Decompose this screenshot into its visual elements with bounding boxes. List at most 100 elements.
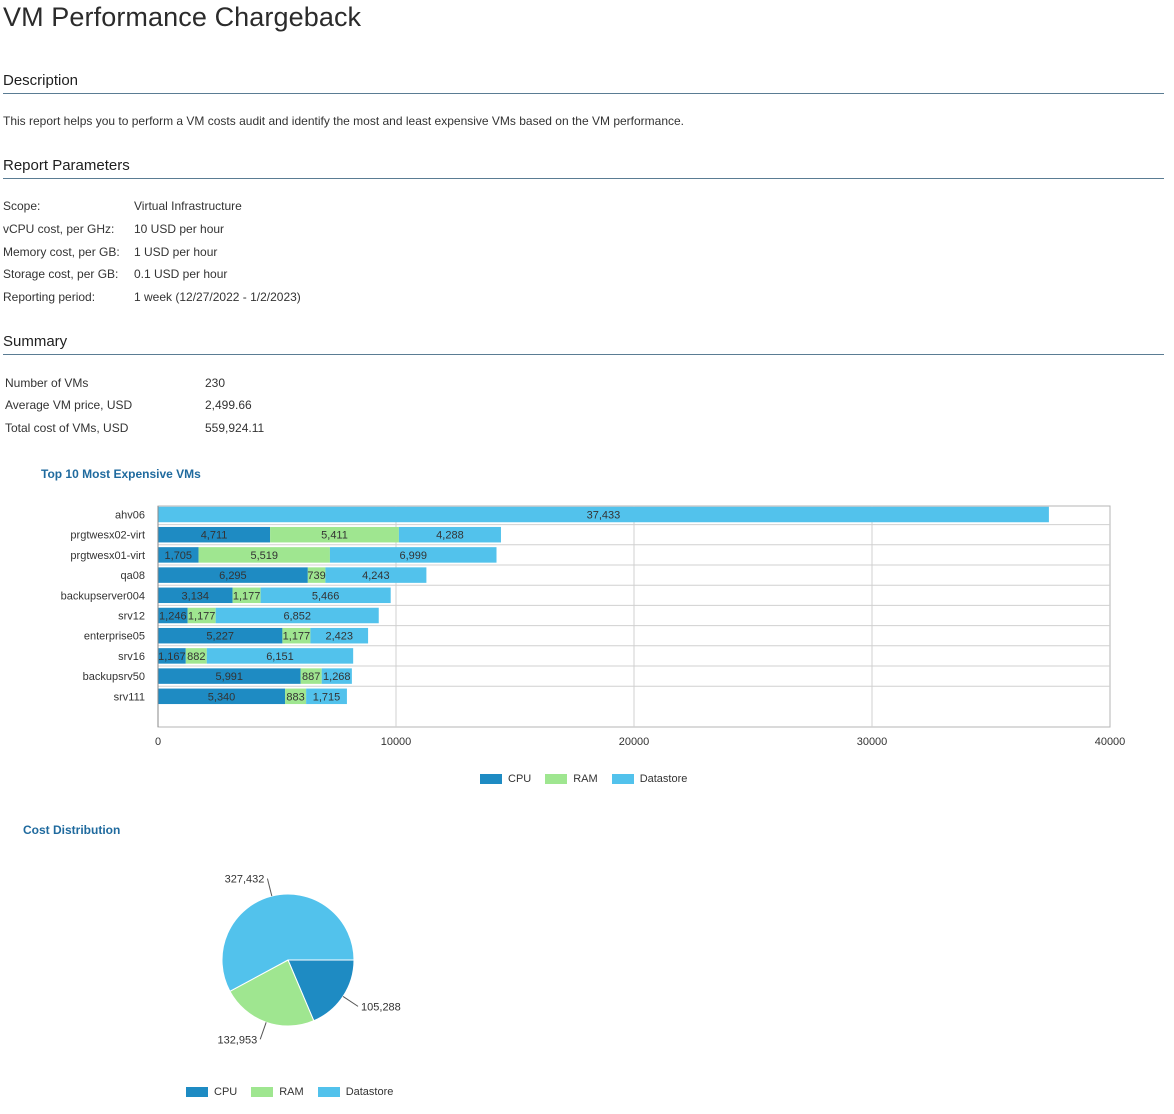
bar-segment-cpu <box>158 567 308 583</box>
pie-slice-datastore <box>221 893 355 993</box>
legend-label-cpu: CPU <box>508 773 532 785</box>
data-label: 1,177 <box>283 631 311 643</box>
bar-segment-ram <box>285 688 307 705</box>
parameter-value: 1 week (12/27/2022 - 1/2/2023) <box>134 290 301 304</box>
bar-chart: 010000200003000040000ahv060037,433prgtwe… <box>61 505 1126 748</box>
summary-value: 230 <box>205 376 226 390</box>
description-heading: Description <box>3 72 1164 94</box>
x-tick-label: 30000 <box>857 736 888 748</box>
data-label: 887 <box>302 671 320 683</box>
data-label: 5,340 <box>208 691 236 703</box>
category-label: enterprise05 <box>84 631 145 643</box>
pie-leader-line <box>259 1022 267 1040</box>
parameters-heading: Report Parameters <box>3 157 1164 179</box>
bar-segment-ram <box>300 668 322 684</box>
bar-segment-cpu <box>158 526 271 543</box>
pie-leader-line <box>342 996 359 1007</box>
data-label: 6,852 <box>283 611 311 623</box>
bar-chart-legend: CPU RAM Datastore <box>480 773 701 785</box>
bar-segment-datastore <box>325 567 427 583</box>
x-tick-label: 10000 <box>381 736 412 748</box>
data-label: 5,466 <box>312 590 340 602</box>
category-label: backupserver004 <box>61 590 145 602</box>
bar-segment-cpu <box>158 547 199 563</box>
bar-segment-datastore <box>329 547 497 563</box>
summary-label: Number of VMs <box>5 376 89 390</box>
parameter-label: vCPU cost, per GHz: <box>3 222 115 236</box>
legend-swatch-cpu <box>480 774 502 784</box>
legend-item-cpu: CPU <box>480 773 531 785</box>
data-label: 1,177 <box>188 611 216 623</box>
bar-segment-ram <box>282 627 311 644</box>
legend-item-ram: RAM <box>251 1086 304 1098</box>
pie-slice-ram <box>229 959 315 1027</box>
bar-segment-datastore <box>158 506 1049 523</box>
legend-label-ram: RAM <box>279 1086 304 1098</box>
bar-segment-datastore <box>310 627 369 644</box>
bar-segment-ram <box>232 587 261 604</box>
bar-segment-cpu <box>158 607 188 624</box>
parameter-value: 10 USD per hour <box>134 222 225 236</box>
legend-item-datastore: Datastore <box>317 1086 394 1098</box>
legend-label-datastore: Datastore <box>639 773 688 785</box>
legend-swatch-datastore <box>611 774 634 784</box>
parameter-label: Storage cost, per GB: <box>3 267 119 281</box>
legend-item-ram: RAM <box>545 773 598 785</box>
data-label: 1,167 <box>158 651 186 663</box>
legend-swatch-cpu <box>186 1087 208 1097</box>
legend-swatch-datastore <box>317 1087 340 1097</box>
data-label: 1,705 <box>165 550 193 562</box>
parameter-label: Reporting period: <box>3 290 96 304</box>
parameter-label: Scope: <box>3 199 41 213</box>
legend-label-datastore: Datastore <box>345 1086 394 1098</box>
category-label: backupsrv50 <box>83 671 145 683</box>
legend-label-cpu: CPU <box>214 1086 238 1098</box>
summary-value: 2,499.66 <box>205 398 252 412</box>
parameter-label: Memory cost, per GB: <box>3 245 120 259</box>
category-label: qa08 <box>121 570 145 582</box>
bar-segment-ram <box>187 607 216 624</box>
data-label: 6,151 <box>266 651 294 663</box>
data-label: 1,246 <box>159 611 187 623</box>
data-label: 883 <box>286 691 304 703</box>
data-label: 4,243 <box>362 570 390 582</box>
data-label: 5,411 <box>321 530 348 542</box>
parameter-value: Virtual Infrastructure <box>134 199 242 213</box>
data-label: 4,288 <box>436 530 464 542</box>
data-label: 1,177 <box>233 590 261 602</box>
data-label: 1,268 <box>323 671 351 683</box>
bar-segment-datastore <box>260 587 391 604</box>
legend-swatch-ram <box>545 774 568 784</box>
description-text: This report helps you to perform a VM co… <box>3 114 685 128</box>
data-label: 6,999 <box>399 550 427 562</box>
data-label: 3,134 <box>182 590 210 602</box>
bar-segment-datastore <box>398 526 501 543</box>
bar-segment-ram <box>198 547 330 563</box>
data-label: 37,433 <box>587 510 621 522</box>
data-label: 2,423 <box>325 631 353 643</box>
category-label: srv12 <box>118 611 145 623</box>
x-tick-label: 40000 <box>1095 736 1126 748</box>
category-label: prgtwesx01-virt <box>70 550 145 562</box>
bar-segment-cpu <box>158 648 186 664</box>
legend-item-datastore: Datastore <box>611 773 688 785</box>
pie-chart-legend: CPU RAM Datastore <box>186 1086 407 1098</box>
legend-swatch-ram <box>251 1087 274 1097</box>
bar-segment-datastore <box>321 668 352 684</box>
bar-segment-datastore <box>206 648 354 664</box>
data-label: 1,715 <box>313 691 341 703</box>
bar-segment-cpu <box>158 627 283 644</box>
bar-segment-ram <box>185 648 207 664</box>
bar-segment-cpu <box>158 587 233 604</box>
pie-chart: 105,288 132,953 327,432 <box>217 874 400 1047</box>
data-label: 4,711 <box>201 530 228 542</box>
data-label: 5,227 <box>206 631 234 643</box>
x-tick-label: 0 <box>155 736 161 748</box>
pie-data-label: 132,953 <box>217 1034 257 1046</box>
bar-segment-datastore <box>306 688 347 705</box>
page-title: VM Performance Chargeback <box>3 2 362 32</box>
category-label: srv16 <box>118 651 145 663</box>
summary-label: Total cost of VMs, USD <box>5 421 129 435</box>
pie-chart-title: Cost Distribution <box>23 823 121 837</box>
pie-leader-line <box>266 878 273 897</box>
